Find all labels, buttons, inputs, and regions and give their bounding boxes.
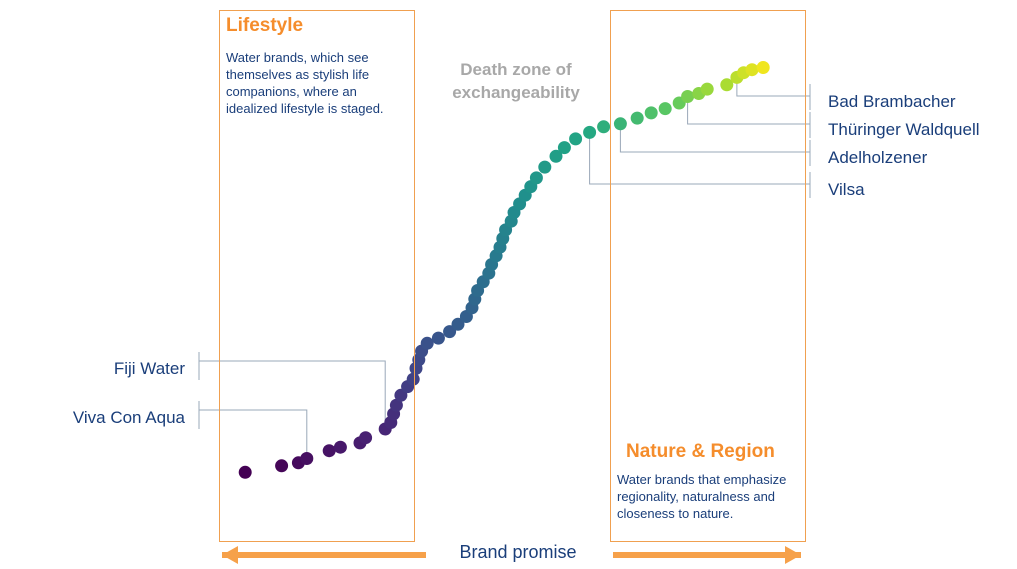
data-points: [238, 61, 770, 479]
data-point: [451, 317, 465, 331]
data-point: [557, 141, 571, 155]
data-point: [333, 440, 347, 454]
lifestyle-zone-description: Water brands, which see themselves as st…: [226, 50, 384, 116]
data-point: [549, 149, 563, 163]
left-arrow-head: [222, 546, 238, 564]
x-axis-label: Brand promise: [459, 542, 577, 562]
connector-fiji-water: [199, 360, 386, 424]
brand-label-thueringer-waldquell: Thüringer Waldquell: [828, 120, 980, 139]
data-point: [720, 78, 734, 92]
data-point: [431, 331, 445, 345]
data-point: [583, 125, 597, 139]
data-point: [745, 63, 759, 77]
data-point: [756, 61, 770, 74]
data-point: [613, 117, 627, 131]
data-point: [569, 132, 583, 146]
data-point: [700, 82, 714, 96]
brand-label-viva-con-aqua: Viva Con Aqua: [72, 408, 185, 427]
data-point: [389, 398, 403, 412]
data-point: [681, 90, 695, 103]
data-point: [658, 102, 672, 116]
nature-zone-box: [610, 10, 806, 542]
brand-label-bad-brambacher: Bad Brambacher: [828, 92, 956, 111]
data-point: [597, 120, 611, 134]
brand-label-fiji-water: Fiji Water: [113, 359, 185, 378]
data-point: [300, 452, 314, 465]
data-point: [359, 431, 373, 445]
lifestyle-zone-box: [219, 10, 415, 542]
data-point: [322, 444, 336, 458]
lifestyle-zone-title: Lifestyle: [226, 15, 304, 36]
data-point: [238, 465, 252, 479]
connector-vilsa: [589, 126, 810, 185]
connector-viva-con-aqua: [199, 409, 308, 453]
nature-zone-title: Nature & Region: [626, 441, 775, 462]
brand-label-vilsa: Vilsa: [828, 180, 865, 199]
data-point: [406, 372, 420, 386]
nature-zone-description: Water brands that emphasize regionality,…: [617, 472, 787, 521]
axis-arrows: [222, 546, 801, 564]
death-zone-label: Death zone of exchangeability: [452, 60, 580, 102]
data-point: [275, 459, 289, 473]
data-point: [529, 171, 543, 185]
data-point: [443, 325, 457, 339]
data-point: [644, 106, 658, 120]
data-point: [630, 111, 644, 125]
right-arrow-head: [785, 546, 801, 564]
data-point: [420, 336, 434, 350]
data-point: [538, 160, 552, 174]
brand-label-adelholzener: Adelholzener: [828, 148, 928, 167]
